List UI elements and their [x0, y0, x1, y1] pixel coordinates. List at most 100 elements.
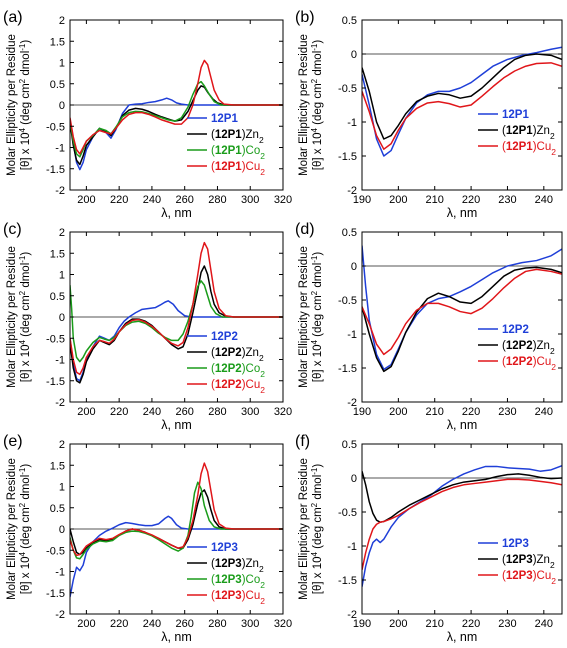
y-axis-label-bottom: [θ] x 104 (deg cm2 dmol-1) — [18, 464, 33, 595]
x-tick-label: 230 — [498, 618, 516, 630]
legend-text: )Zn — [533, 125, 550, 137]
legend-text: ( — [502, 554, 506, 566]
y-tick-label: -1.5 — [338, 151, 357, 163]
legend-text: )Co — [242, 363, 261, 375]
y-tick-label: -1.5 — [338, 363, 357, 375]
series-line — [362, 268, 562, 356]
legend-text: ( — [502, 356, 506, 368]
series-line — [70, 280, 283, 363]
legend-text: 2 — [260, 167, 265, 177]
x-tick-label: 240 — [143, 618, 161, 630]
superscript: -1 — [18, 255, 27, 263]
series-line — [362, 245, 562, 371]
superscript: 4 — [18, 340, 27, 345]
label-part: dmol — [312, 475, 324, 503]
legend-text: 12P2 — [506, 340, 533, 352]
panel-label: (f) — [295, 433, 310, 450]
legend-label: (12P1)Zn2 — [211, 129, 264, 145]
y-tick-label: -2 — [347, 185, 357, 197]
legend-text: ( — [211, 590, 215, 602]
x-tick-label: 320 — [274, 406, 292, 418]
x-tick-label: 280 — [208, 406, 226, 418]
x-tick-label: 320 — [274, 194, 292, 206]
label-part: [θ] x 10 — [312, 133, 324, 171]
x-tick-label: 220 — [110, 618, 128, 630]
y-axis-label-top: Molar Ellipticity per Residue — [298, 458, 310, 600]
y-tick-label: -1 — [347, 541, 357, 553]
y-tick-label: -1.5 — [46, 376, 65, 388]
legend-text: 2 — [260, 369, 265, 379]
plot-frame — [361, 19, 563, 191]
legend-label: 12P1 — [502, 109, 529, 121]
legend-text: 2 — [259, 564, 264, 574]
y-tick-label: 1.5 — [50, 248, 65, 260]
x-tick-label: 220 — [462, 618, 480, 630]
x-tick-label: 210 — [426, 406, 444, 418]
plot-frame — [361, 443, 563, 615]
y-axis-label-bottom: [θ] x 104 (deg cm2 dmol-1) — [310, 252, 325, 383]
chart-panel-d: (d) 190 200 210 220 230 240 -2 -1.5 -1 -0.5 0 0.5 λ, … — [295, 221, 563, 432]
legend-label: (12P3)Cu2 — [211, 590, 265, 606]
legend-text: )Cu — [533, 356, 552, 368]
x-tick-label: 200 — [389, 194, 407, 206]
series-line — [362, 266, 562, 373]
chart-panel-c: (c) 200 220 240 260 280 300 320 -2 -1.5 -1 -0.5 0 0.5… — [3, 221, 292, 432]
legend-label: 12P1 — [211, 113, 238, 125]
y-tick-label: -2 — [347, 609, 357, 621]
legend-label: (12P3)Co2 — [211, 574, 265, 590]
series-line — [70, 59, 283, 155]
y-tick-label: 2 — [59, 15, 65, 27]
label-part: ) — [312, 464, 324, 468]
y-axis-label-top: Molar Ellipticity per Residue — [298, 34, 310, 176]
legend-text: ( — [211, 379, 215, 391]
y-axis-label-top: Molar Ellipticity per Residue — [6, 246, 18, 388]
series-line — [70, 241, 283, 376]
series-line — [70, 489, 283, 556]
x-axis-label: λ, nm — [447, 418, 478, 432]
legend-text: 12P3 — [506, 554, 533, 566]
legend-text: 2 — [551, 147, 556, 157]
x-tick-label: 230 — [498, 194, 516, 206]
y-tick-label: 1 — [59, 270, 65, 282]
y-tick-label: -1.5 — [46, 588, 65, 600]
legend-text: 12P3 — [502, 538, 529, 550]
legend-text: )Cu — [533, 570, 552, 582]
x-tick-label: 220 — [462, 406, 480, 418]
x-tick-label: 190 — [353, 406, 371, 418]
legend-label: (12P1)Cu2 — [502, 141, 556, 157]
y-axis-label-bottom: [θ] x 104 (deg cm2 dmol-1) — [18, 40, 33, 171]
x-tick-label: 300 — [241, 618, 259, 630]
legend-text: ( — [211, 145, 215, 157]
series-line — [362, 465, 562, 587]
label-part: [θ] x 10 — [312, 557, 324, 595]
legend-label: 12P2 — [211, 331, 238, 343]
label-part: [θ] x 10 — [20, 345, 32, 383]
label-part: (deg cm — [312, 295, 324, 340]
superscript: 4 — [310, 552, 319, 557]
legend-text: 12P1 — [215, 161, 242, 173]
y-tick-label: 0 — [351, 261, 357, 273]
series-line — [362, 53, 562, 140]
chart-panel-f: (f) 190 200 210 220 230 240 -2 -1.5 -1 -0.5 0 0.5 λ, … — [295, 433, 563, 644]
x-axis-label: λ, nm — [447, 630, 478, 644]
superscript: 4 — [310, 128, 319, 133]
legend-text: 12P1 — [506, 141, 533, 153]
y-tick-label: 0.5 — [50, 291, 65, 303]
legend-text: 12P3 — [211, 542, 238, 554]
legend-text: 12P3 — [506, 570, 533, 582]
legend-label: (12P2)Co2 — [211, 363, 265, 379]
y-tick-label: 1 — [59, 58, 65, 70]
y-axis-label-bottom: [θ] x 104 (deg cm2 dmol-1) — [310, 40, 325, 171]
x-tick-label: 200 — [389, 618, 407, 630]
x-tick-label: 220 — [462, 194, 480, 206]
y-tick-label: 0.5 — [50, 503, 65, 515]
series-line — [362, 471, 562, 523]
label-part: dmol — [20, 51, 32, 79]
y-tick-label: 2 — [59, 227, 65, 239]
x-tick-label: 300 — [241, 406, 259, 418]
y-tick-label: -1.5 — [46, 164, 65, 176]
legend-text: 2 — [260, 596, 265, 606]
superscript: -1 — [310, 43, 319, 51]
x-tick-label: 200 — [389, 406, 407, 418]
legend-text: 12P3 — [215, 574, 242, 586]
